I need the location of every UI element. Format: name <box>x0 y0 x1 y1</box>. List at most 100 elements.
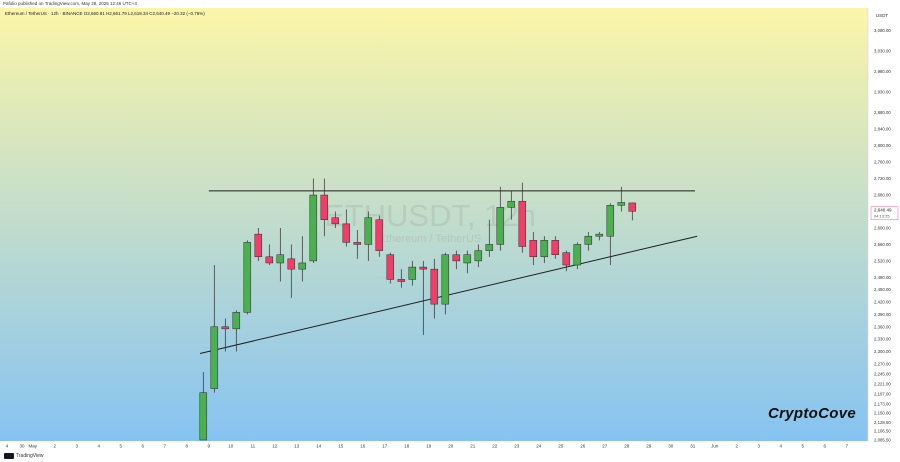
price-tick-label: 2,600.00 <box>874 225 891 230</box>
time-tick-label: 3 <box>758 444 761 449</box>
candle-body <box>617 202 626 206</box>
price-tick-label: 2,128.50 <box>874 420 891 425</box>
candle[interactable] <box>485 219 494 257</box>
tradingview-logo[interactable]: TradingView <box>4 453 44 459</box>
price-tick-label: 2,360.00 <box>874 324 891 329</box>
candle-body <box>232 312 241 330</box>
candle-body <box>397 279 406 282</box>
time-tick-label: 6 <box>824 444 827 449</box>
candle[interactable] <box>408 260 417 286</box>
brand-watermark: CryptoCove <box>768 405 857 422</box>
candle[interactable] <box>540 236 549 263</box>
candle[interactable] <box>331 211 340 228</box>
candle[interactable] <box>375 215 384 257</box>
time-tick-label: 24 <box>536 444 542 449</box>
candle[interactable] <box>265 244 274 266</box>
candle[interactable] <box>518 182 527 253</box>
candle[interactable] <box>419 260 428 336</box>
candle[interactable] <box>364 211 373 261</box>
candle[interactable] <box>397 269 406 288</box>
candle[interactable] <box>463 250 472 274</box>
candle[interactable] <box>221 318 230 352</box>
candle[interactable] <box>210 265 219 393</box>
time-tick-label: 5 <box>120 444 123 449</box>
candle[interactable] <box>309 178 318 263</box>
candle[interactable] <box>298 236 307 282</box>
time-tick-label: 23 <box>514 444 520 449</box>
price-axis-background <box>868 8 900 441</box>
candle[interactable] <box>386 252 395 284</box>
candle[interactable] <box>232 310 241 352</box>
candle[interactable] <box>430 258 439 319</box>
published-text: Pafolio published on TradingView.com, Ma… <box>3 1 137 6</box>
time-axis[interactable]: 4 30 May 2 3 4 5 6 7 8 9 10 11 12 13 14 15 16 17 18 19 20 21 22… <box>6 444 849 449</box>
price-tick-label: 2,720.00 <box>874 176 891 181</box>
candle-body <box>628 202 637 212</box>
candle[interactable] <box>199 372 208 441</box>
candle-body <box>606 205 615 237</box>
candle[interactable] <box>507 190 516 220</box>
candle-body <box>419 266 428 270</box>
candle-body <box>386 254 395 280</box>
candle-body <box>265 256 274 264</box>
price-tick-label: 3,080.00 <box>874 28 891 33</box>
symbol-legend[interactable]: Ethereum / TetherUS · 12h · BINANCE O2,6… <box>5 11 205 16</box>
candle[interactable] <box>441 252 450 315</box>
candle-body <box>320 194 329 220</box>
candle[interactable] <box>276 227 285 282</box>
candle-body <box>287 258 296 270</box>
candle-body <box>441 254 450 305</box>
candle-body <box>331 217 340 225</box>
candle[interactable] <box>474 244 483 268</box>
price-tick-label: 2,840.00 <box>874 127 891 132</box>
price-tick-label: 2,245.00 <box>874 372 891 377</box>
candle[interactable] <box>628 202 637 221</box>
candle[interactable] <box>606 203 615 266</box>
candle[interactable] <box>595 232 604 241</box>
price-tick-label: 2,390.00 <box>874 312 891 317</box>
candle-body <box>199 392 208 441</box>
candle[interactable] <box>529 232 538 266</box>
time-tick-label: 19 <box>426 444 432 449</box>
time-tick-label: 22 <box>492 444 498 449</box>
candle-body <box>507 200 516 208</box>
price-tick-label: 3,030.00 <box>874 48 891 53</box>
candle[interactable] <box>617 186 626 212</box>
candle[interactable] <box>254 227 263 261</box>
time-tick-label: 27 <box>602 444 608 449</box>
time-tick-label: 6 <box>142 444 145 449</box>
candle-body <box>408 266 417 280</box>
time-tick-label: 2 <box>54 444 57 449</box>
candle-body <box>276 254 285 264</box>
watermark-symbol: ETHUSDT, 12h <box>324 198 536 233</box>
candle[interactable] <box>584 232 593 251</box>
last-price-label: 2,640.49 <box>874 207 892 212</box>
candle-body <box>485 244 494 251</box>
candle[interactable] <box>551 236 560 259</box>
candle-body <box>496 207 505 245</box>
candle[interactable] <box>573 242 582 270</box>
time-tick-label: 30 <box>668 444 674 449</box>
candle[interactable] <box>496 186 505 251</box>
countdown-label: 04:13:25 <box>874 213 890 218</box>
candle[interactable] <box>353 230 362 259</box>
time-tick-label: 11 <box>250 444 255 449</box>
candle[interactable] <box>320 178 329 237</box>
candle[interactable] <box>287 244 296 298</box>
candle[interactable] <box>243 240 252 315</box>
price-tick-label: 2,420.00 <box>874 300 891 305</box>
time-tick-label: 25 <box>558 444 564 449</box>
candle-body <box>562 252 571 266</box>
time-tick-label: 26 <box>580 444 586 449</box>
candle[interactable] <box>342 209 351 247</box>
price-tick-label: 2,760.00 <box>874 160 891 165</box>
candle[interactable] <box>452 250 461 270</box>
candle[interactable] <box>562 250 571 272</box>
price-tick-label: 2,450.00 <box>874 287 891 292</box>
watermark-name: Ethereum / TetherUS <box>379 233 482 245</box>
price-tick-label: 2,173.00 <box>874 401 891 406</box>
candle-body <box>342 223 351 243</box>
candle-body <box>210 326 219 389</box>
time-tick-label: 4 <box>6 444 9 449</box>
